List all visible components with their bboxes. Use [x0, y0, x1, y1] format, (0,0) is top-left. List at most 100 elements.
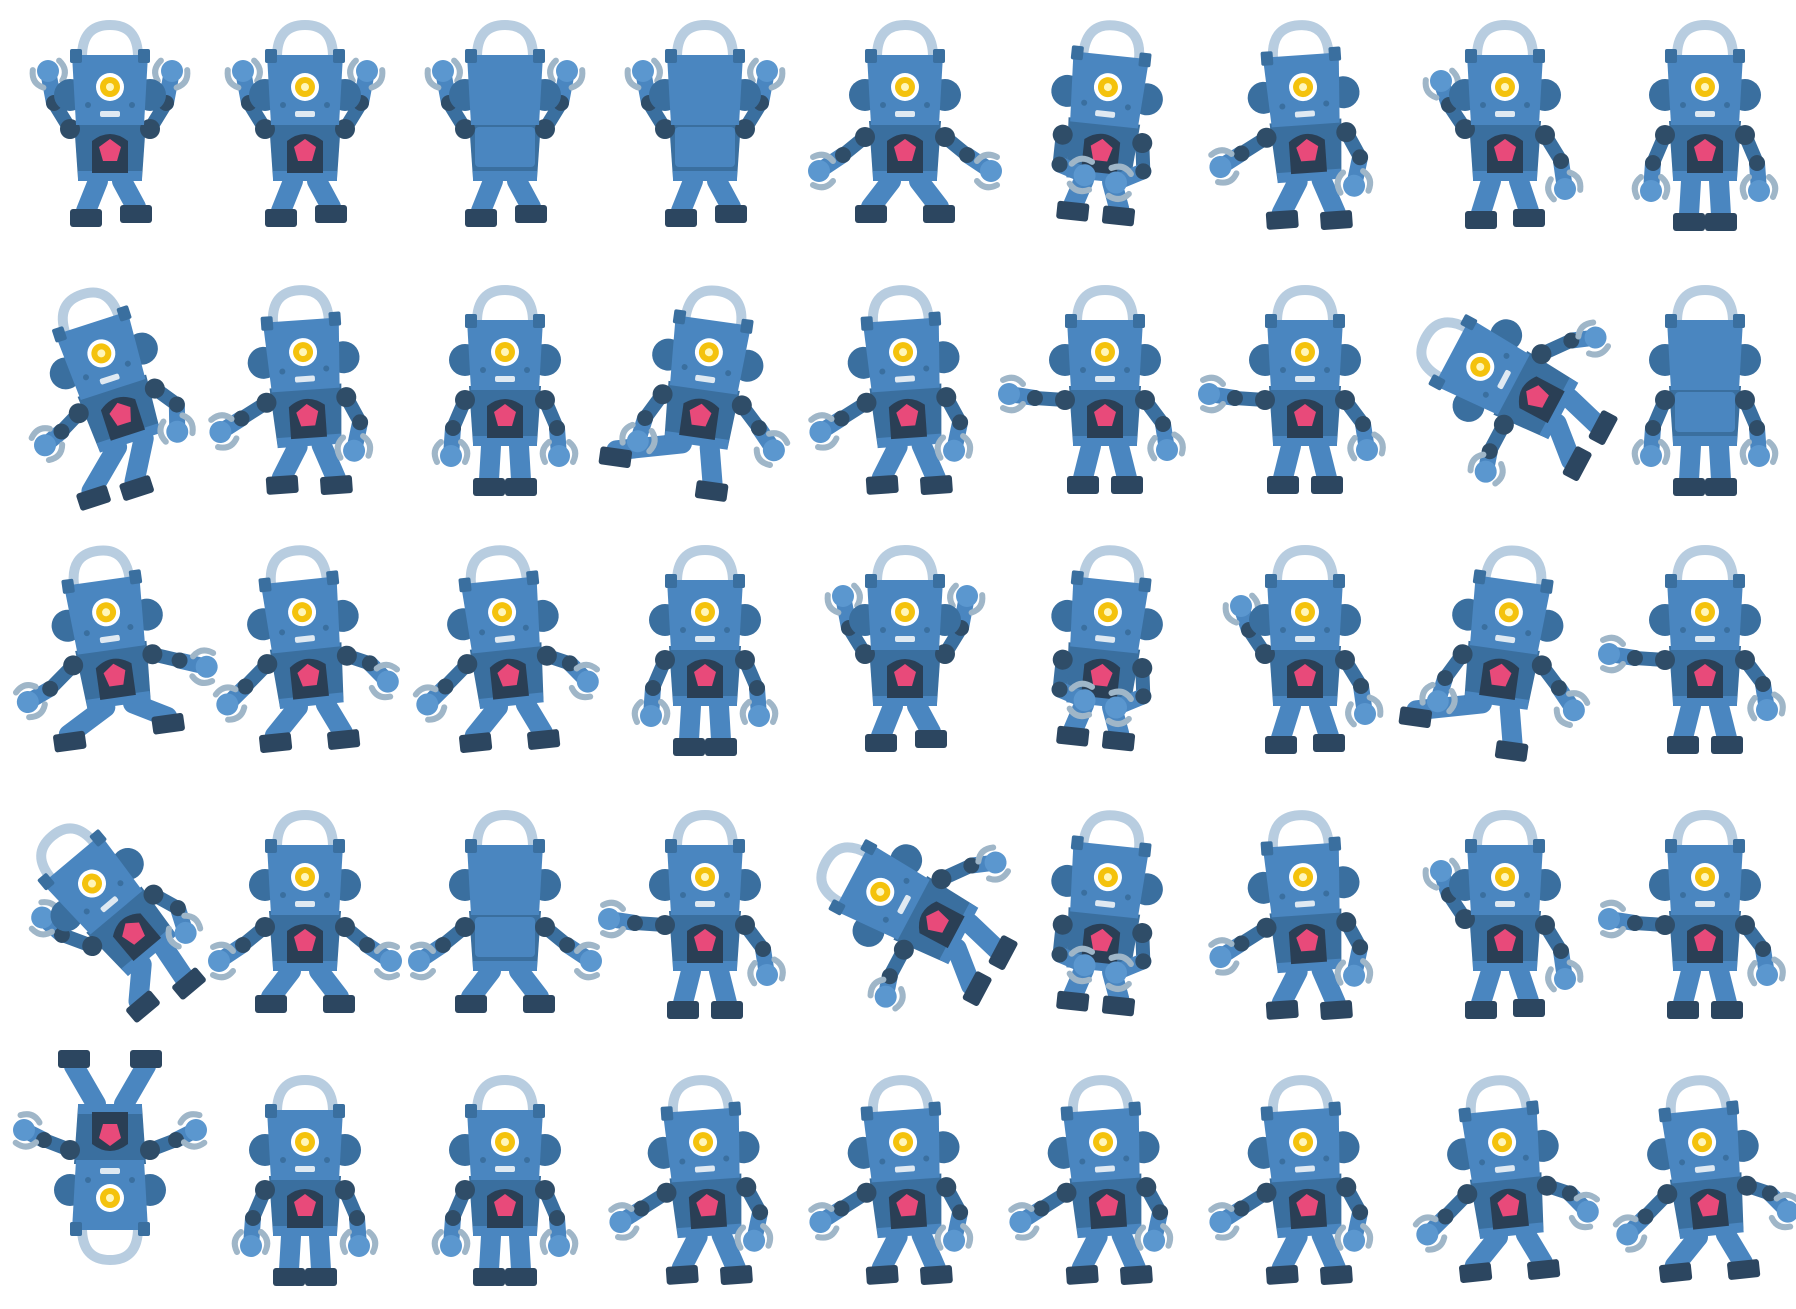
robot-head: [1447, 1075, 1559, 1184]
gem-icon: [1694, 929, 1716, 951]
foot: [58, 1050, 90, 1068]
leg-right: [705, 696, 737, 756]
eye-core: [301, 1138, 309, 1146]
foot: [1265, 736, 1297, 754]
claw-icon: [12, 1111, 43, 1150]
arm-left: [1051, 914, 1096, 985]
leg-right: [515, 694, 561, 750]
antenna-loop: [1416, 317, 1470, 382]
arm-left: [208, 917, 275, 981]
arm-left: [998, 374, 1075, 414]
shoulder-joint: [60, 1140, 80, 1160]
foot: [1727, 1259, 1761, 1280]
head-horn-right: [1333, 314, 1345, 328]
claw-icon: [1739, 439, 1779, 465]
eye-core: [704, 348, 713, 357]
shoulder-joint: [1132, 133, 1153, 154]
hand: [832, 585, 854, 607]
back-plate: [475, 127, 535, 167]
robot-torso: [1669, 911, 1741, 971]
foot: [720, 1265, 753, 1285]
hand: [1073, 689, 1096, 712]
elbow-joint: [168, 1132, 184, 1148]
cheek-dot: [280, 1157, 286, 1163]
robot-head: [849, 544, 961, 650]
arm-left: [1208, 127, 1277, 186]
elbow-joint: [1749, 155, 1765, 171]
foot: [1494, 740, 1529, 762]
elbow-joint: [1233, 145, 1250, 162]
claw-icon: [734, 1223, 774, 1251]
shoulder-joint: [656, 1182, 677, 1203]
robot-head: [1049, 284, 1161, 390]
shoulder-joint: [535, 390, 555, 410]
eye-core: [876, 887, 885, 896]
leg-left: [865, 436, 908, 495]
leg-right: [505, 436, 537, 496]
arm-right: [1135, 390, 1186, 462]
cheek-dot: [1482, 391, 1489, 398]
foot: [120, 205, 152, 223]
leg-right: [1509, 171, 1545, 227]
leg-right: [911, 435, 953, 495]
hand: [609, 1211, 632, 1234]
antenna-loop: [1480, 545, 1547, 588]
gem-icon: [297, 663, 320, 687]
leg-right: [707, 171, 747, 223]
robot-sprite-frame: [431, 1074, 579, 1286]
head-horn-right: [326, 570, 340, 586]
foot: [315, 205, 347, 223]
mouth: [1494, 1165, 1515, 1173]
antenna-loop: [77, 19, 143, 58]
cheek-dot: [1525, 630, 1532, 637]
head-horn-right: [1726, 1100, 1740, 1116]
mouth: [100, 111, 120, 117]
antenna-loop: [472, 809, 538, 848]
head-horn-left: [665, 839, 677, 853]
claw-icon: [224, 57, 263, 91]
robot-sprite-frame: [808, 1075, 974, 1285]
shoulder-joint: [1735, 915, 1755, 935]
robot-sprite-frame: [1631, 284, 1779, 496]
shoulder-joint: [1056, 1182, 1077, 1203]
robot-torso: [1269, 908, 1342, 974]
head-horn-left: [1465, 49, 1477, 63]
robot-torso: [74, 121, 146, 181]
hand: [232, 60, 254, 82]
robot-sprite-frame: [424, 19, 586, 227]
antenna-loop: [1267, 810, 1334, 850]
foot: [459, 732, 493, 753]
arm-left: [1631, 390, 1675, 467]
claw-icon: [739, 699, 779, 725]
foot: [1313, 734, 1345, 752]
robot-torso: [269, 1176, 341, 1236]
robot-torso: [1469, 911, 1541, 971]
cheek-dot: [280, 892, 286, 898]
claw-icon: [934, 433, 974, 461]
mouth: [1294, 900, 1315, 908]
elbow-joint: [1135, 163, 1152, 180]
robot-torso: [869, 383, 942, 449]
arm-right: [935, 582, 986, 664]
eye-core: [699, 1138, 708, 1147]
robot-torso: [1669, 386, 1741, 446]
cheek-dot: [124, 360, 131, 367]
elbow-joint: [53, 423, 70, 440]
claw-icon: [1208, 1202, 1240, 1241]
arm-right: [1335, 390, 1386, 462]
hand: [1474, 460, 1497, 483]
head-horn-left: [458, 577, 472, 593]
claw-icon: [808, 412, 840, 451]
belt: [1673, 696, 1737, 706]
robot-torso: [1669, 121, 1741, 181]
cheek-dot: [680, 627, 686, 633]
eye-core: [301, 83, 309, 91]
robot-sprite-frame: [598, 285, 791, 502]
leg-left: [265, 436, 308, 495]
foot: [988, 935, 1018, 970]
leg-left: [1265, 171, 1308, 230]
leg-right: [1705, 171, 1737, 231]
leg-left: [265, 171, 303, 227]
hand: [166, 420, 189, 443]
elbow-joint: [361, 655, 378, 672]
